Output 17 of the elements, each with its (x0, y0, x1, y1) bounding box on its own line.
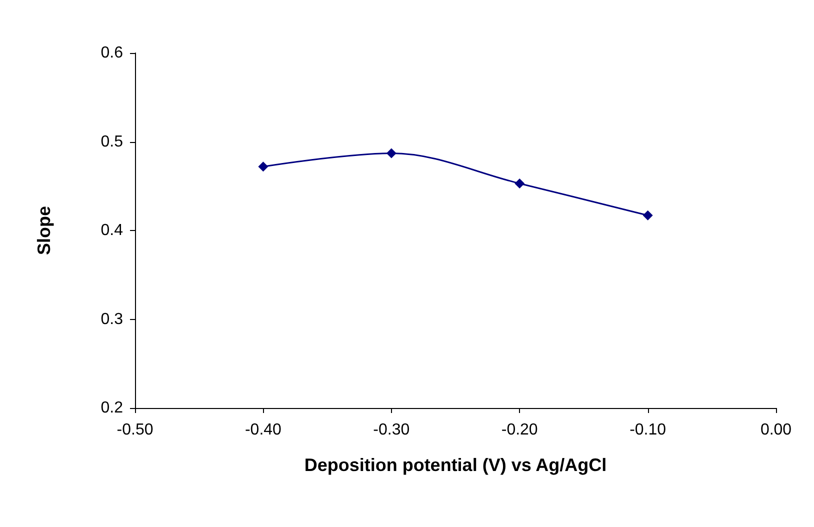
x-axis-title: Deposition potential (V) vs Ag/AgCl (304, 455, 607, 475)
x-tick-label: -0.20 (501, 422, 538, 438)
y-tick-label: 0.6 (100, 44, 124, 62)
y-tick-label: 0.2 (100, 400, 124, 416)
y-tick-label: 0.3 (100, 310, 124, 328)
y-axis-title: Slope (34, 206, 54, 256)
y-tick-label: 0.5 (100, 133, 124, 150)
x-tick-label: -0.10 (630, 422, 666, 438)
y-tick-label: 0.4 (100, 222, 124, 239)
x-tick-label: -0.30 (373, 422, 410, 438)
x-tick-label: -0.50 (116, 422, 154, 438)
point (514, 178, 525, 188)
point (386, 148, 396, 158)
point (258, 162, 268, 172)
x-tick-label: 0.00 (760, 422, 792, 438)
x-tick-label: -0.40 (244, 422, 282, 438)
point (642, 210, 653, 220)
